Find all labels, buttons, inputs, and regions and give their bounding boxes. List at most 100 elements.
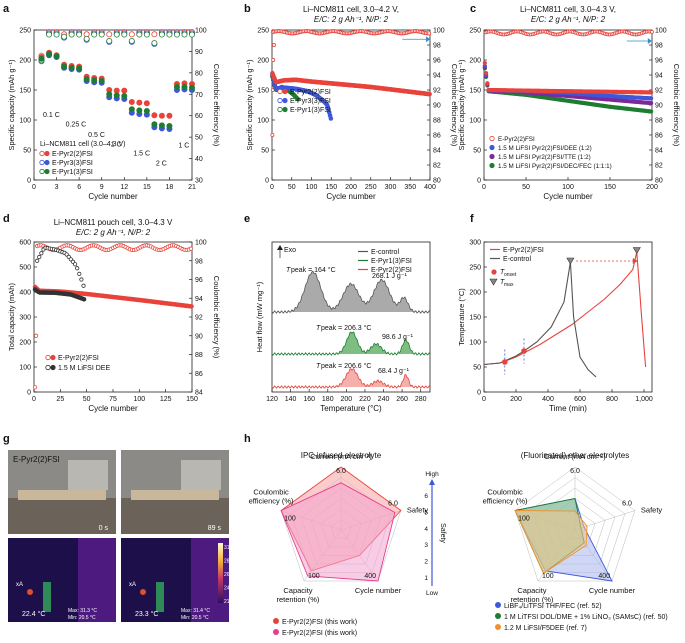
y-axis-label: Heat flow (mW mg⁻¹) (255, 281, 264, 352)
legend-marker-open (45, 364, 51, 371)
y-tick-label: 0 (27, 178, 31, 185)
capacity-point (328, 116, 334, 121)
x-tick-label: 12 (120, 184, 128, 191)
dsc-fill (272, 368, 430, 389)
legend-label: E-Pyr3(3)FSI (290, 98, 331, 105)
ce-arrow-head (647, 38, 652, 44)
y-tick-label: 400 (19, 290, 31, 297)
radar-axis-label: Coulombic (253, 488, 289, 497)
exo-arrow-head (277, 245, 283, 250)
thermal-spot-temp: 22.4 °C (22, 610, 45, 618)
plot-frame-b (271, 29, 431, 181)
y2-tick-label: 70 (195, 92, 203, 99)
ce-point (61, 33, 68, 40)
tpeak-value: peak = 164 °C (291, 266, 336, 274)
radar-legend-marker (495, 624, 501, 630)
thermal-spot (27, 589, 33, 595)
photo-cell (18, 490, 106, 500)
tmax-marker (632, 247, 641, 255)
y2-tick-label: 100 (195, 28, 207, 35)
x-tick-label: 220 (359, 396, 371, 403)
ce-point (151, 40, 158, 47)
y-tick-label: 0 (477, 178, 481, 185)
safety-tick: 4 (424, 526, 428, 533)
y2-tick-label: 80 (433, 178, 441, 185)
x-tick-label: 18 (166, 184, 174, 191)
y2-tick-label: 100 (433, 28, 445, 35)
legend-label: E-control (371, 249, 399, 256)
radar-max-label: 400 (598, 573, 610, 580)
x-tick-label: 600 (574, 396, 586, 403)
radar-axis-label: Coulombic (487, 488, 523, 497)
panel-letter-a: a (3, 3, 10, 15)
panel-letter-g: g (3, 433, 10, 445)
x-axis-label: Cycle number (543, 192, 593, 201)
ce-point (83, 35, 90, 42)
colorbar (218, 543, 223, 603)
radar-legend-label: 1.2 M LiFSI/F5DEE (ref. 7) (504, 625, 587, 632)
ce-point (166, 31, 173, 38)
x-tick-label: 150 (604, 184, 616, 191)
x-tick-label: 150 (186, 396, 198, 403)
capacity-point (189, 304, 194, 309)
y-axis-label: Specific capacity (mAh g⁻¹) (7, 59, 16, 151)
ce-point (271, 58, 276, 63)
legend-marker-filled (282, 88, 288, 95)
ce-point (77, 271, 82, 276)
ce-point (427, 31, 432, 36)
x-tick-label: 75 (109, 396, 117, 403)
colorbar-label: 26.0 (224, 572, 234, 578)
legend-label: E-Pyr3(3)FSI (52, 160, 93, 167)
x-tick-label: 1,000 (635, 396, 653, 403)
safety-label: Safety (439, 523, 446, 543)
ce-point (181, 31, 188, 38)
y-tick-label: 50 (23, 148, 31, 155)
legend-label: E-Pyr2(2)FSI (371, 267, 412, 274)
y-tick-label: 50 (261, 148, 269, 155)
radar-max-label: 6.0 (388, 501, 398, 508)
ce-point (188, 31, 195, 38)
radar-title: IPC-infused electrolyte (301, 451, 382, 460)
onset-marker (501, 359, 508, 365)
y2-tick-label: 98 (433, 43, 441, 50)
y2-tick-label: 90 (655, 103, 663, 110)
legend-onset-marker (491, 269, 497, 275)
y-tick-label: 150 (19, 88, 31, 95)
photo-background (181, 460, 221, 490)
capacity-point (128, 106, 135, 113)
y2-tick-label: 94 (655, 73, 663, 80)
thermal-object (156, 582, 164, 612)
x-axis-label: Cycle number (88, 192, 138, 201)
capacity-point (482, 60, 487, 66)
radar-legend-marker (273, 618, 279, 624)
thermal-max: Max: 31.4 °C (181, 608, 210, 614)
thermal-object (43, 582, 51, 612)
y-tick-label: 200 (257, 58, 269, 65)
ce-point (75, 266, 80, 271)
y-tick-label: 100 (469, 340, 481, 347)
y-tick-label: 0 (265, 178, 269, 185)
y2-tick-label: 84 (433, 148, 441, 155)
y2-tick-label: 88 (195, 352, 203, 359)
y-tick-label: 600 (19, 240, 31, 247)
legend-tmax-marker (489, 278, 498, 286)
tpeak-value: peak = 206.3 °C (321, 324, 371, 332)
x-tick-label: 200 (510, 396, 522, 403)
capacity-point (128, 99, 135, 106)
legend-marker-open (39, 168, 45, 175)
chart-subtitle: E/C: 2 g Ah⁻¹, N/P: 2 (314, 15, 389, 24)
legend-marker (489, 144, 495, 151)
capacity-point (121, 93, 128, 100)
radar-legend-label: E-Pyr2(2)FSI (this work) (282, 630, 357, 637)
radar-max-label: 100 (542, 573, 554, 580)
capacity-point (181, 84, 188, 91)
rate-label: 0.25 C (66, 122, 87, 129)
capacity-point (121, 87, 128, 94)
rate-label: 0.5 C (88, 132, 105, 139)
panel-letter-e: e (244, 213, 250, 225)
photo-background (68, 460, 108, 490)
x-tick-label: 0 (32, 184, 36, 191)
thermal-max: Max: 31.3 °C (68, 608, 97, 614)
y2-axis-label: Coulombic efficiency (%) (450, 64, 459, 147)
